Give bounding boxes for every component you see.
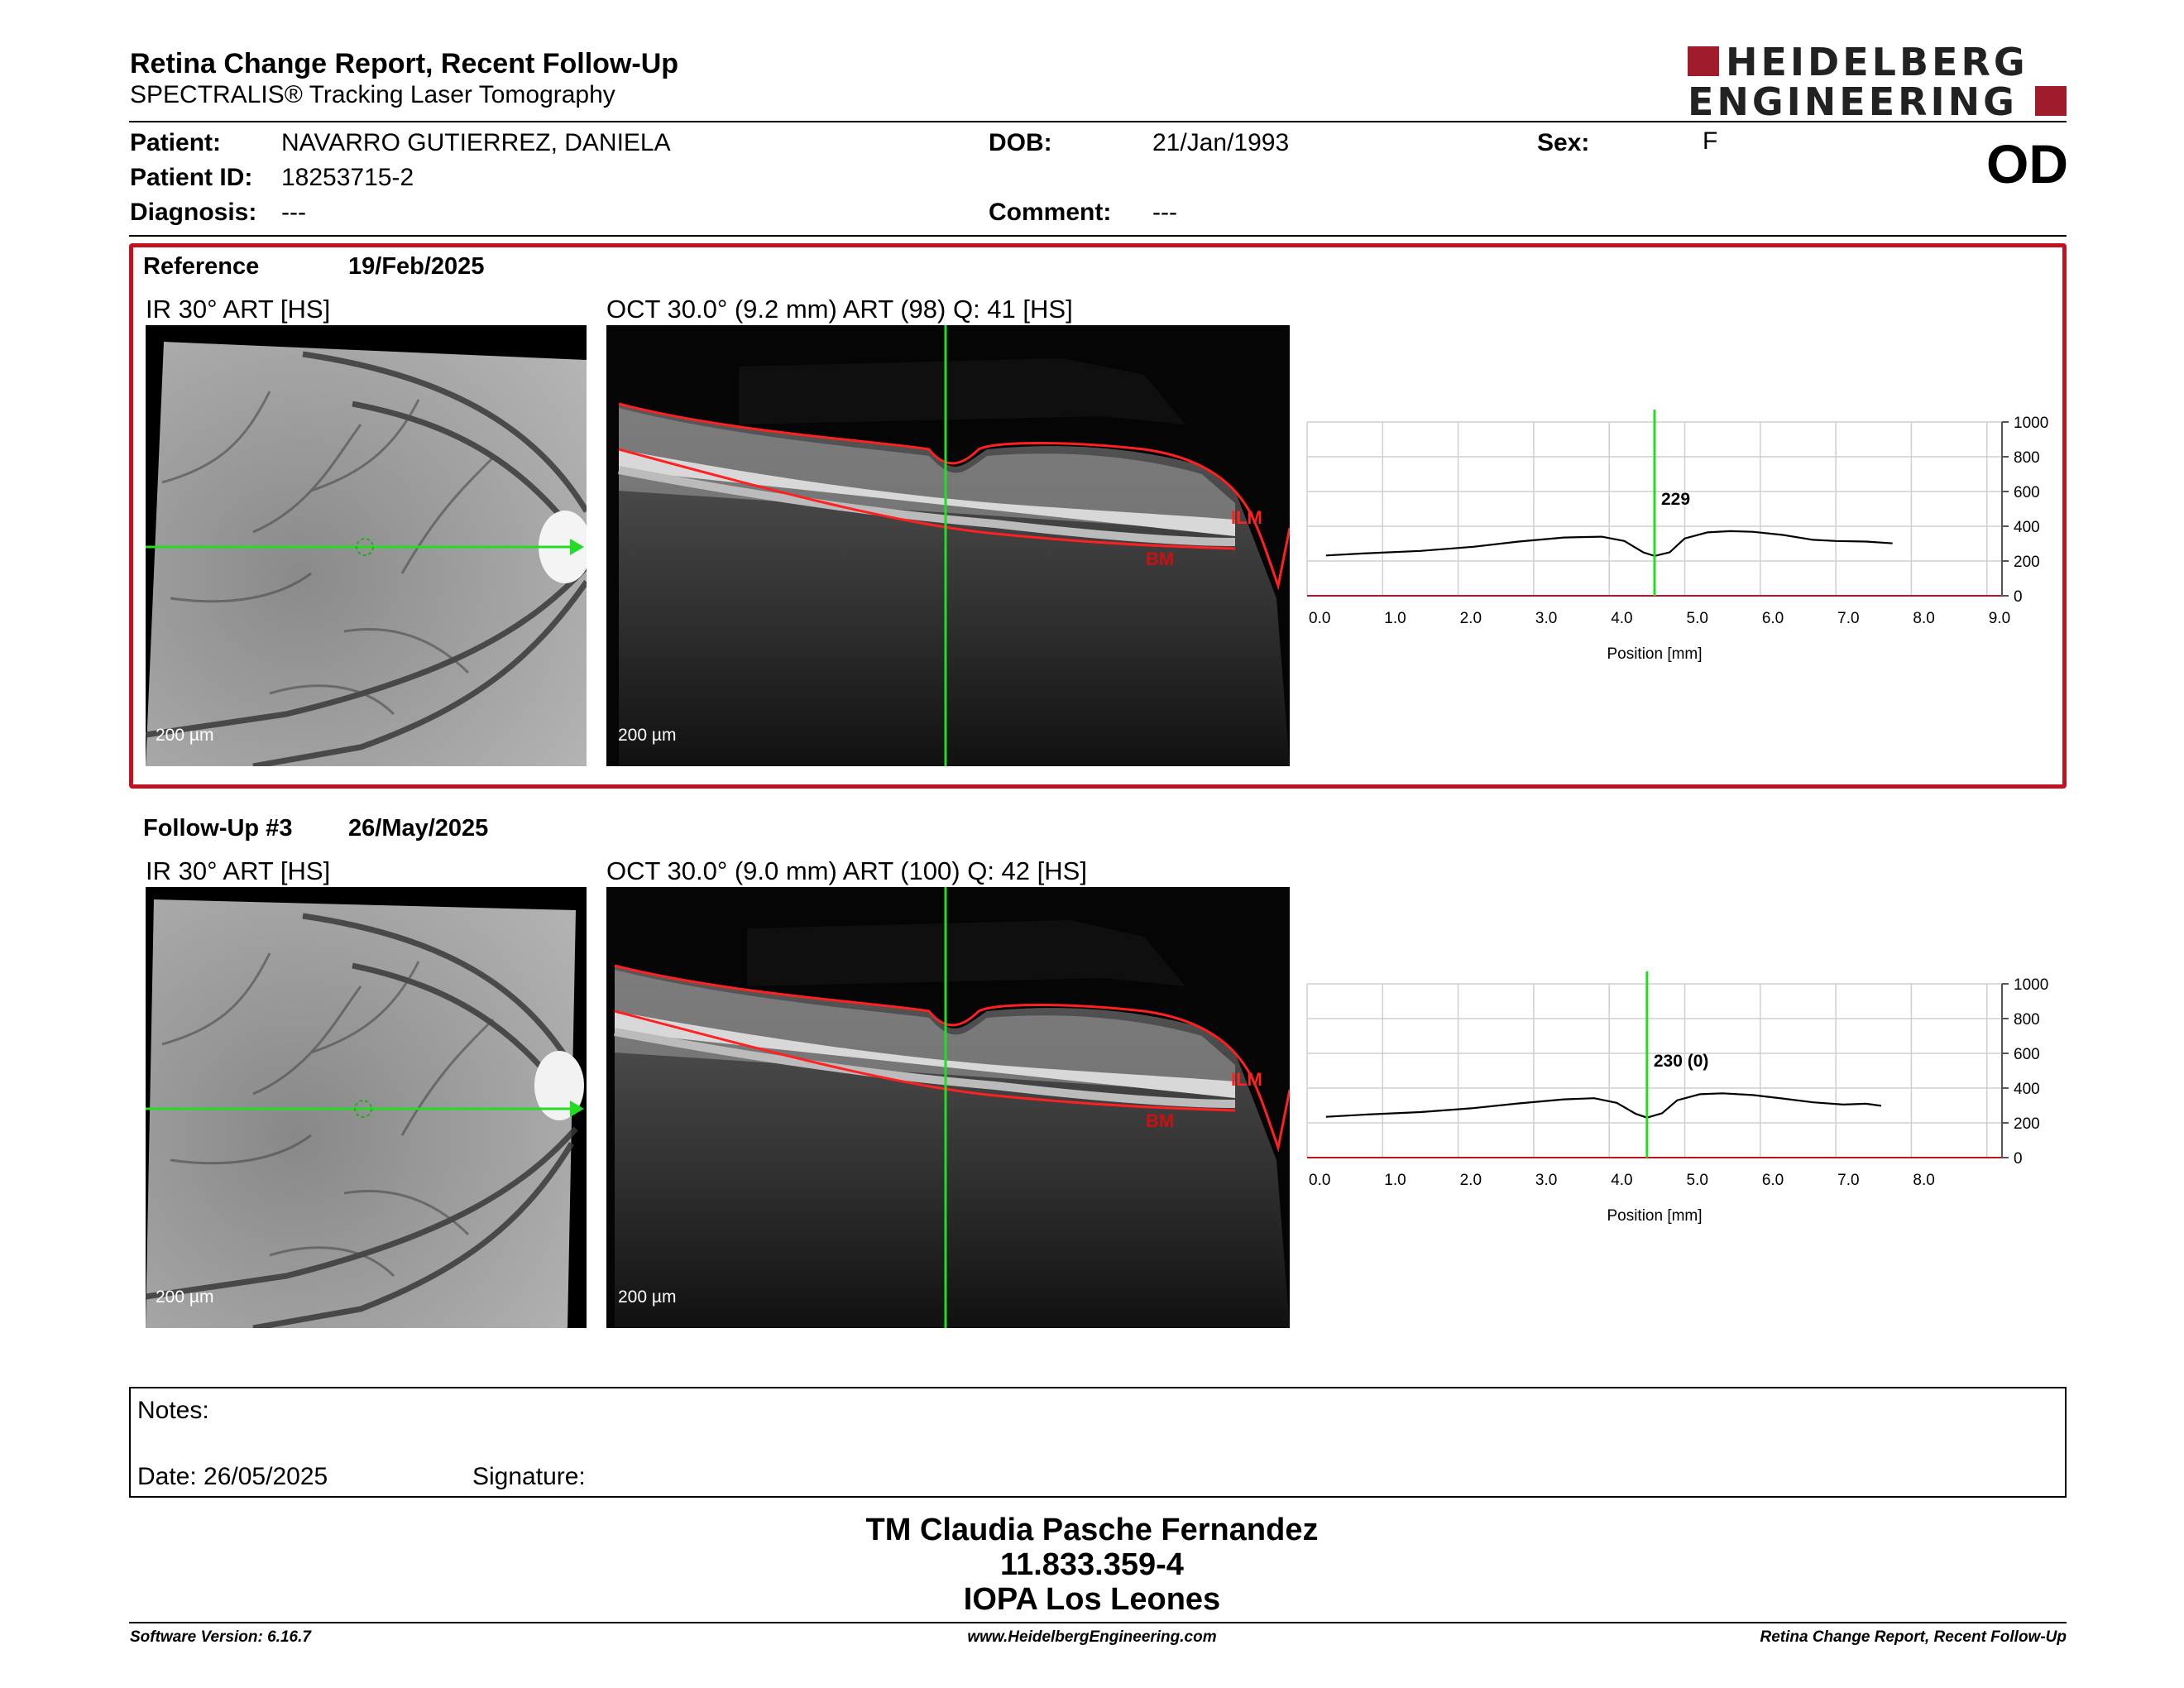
- patient-label: Patient:: [130, 129, 222, 156]
- logo-square-icon-2: [2035, 86, 2067, 116]
- reference-box: [129, 243, 2067, 789]
- report-subtitle: SPECTRALIS® Tracking Laser Tomography: [130, 81, 615, 108]
- thickness-series-line: [1325, 1092, 1882, 1119]
- notes-label: Notes:: [137, 1397, 209, 1424]
- patient-name: NAVARRO GUTIERREZ, DANIELA: [281, 129, 671, 156]
- x-tick-label: 7.0: [1837, 1172, 1859, 1189]
- followup-oct-image[interactable]: ILM BM 200 µm: [606, 887, 1290, 1328]
- reference-date: 19/Feb/2025: [348, 253, 485, 280]
- x-tick-label: 1.0: [1384, 610, 1406, 627]
- followup-oct-scalebar: 200 µm: [618, 1288, 677, 1307]
- x-tick-label: 6.0: [1762, 1172, 1784, 1189]
- followup-ir-scalebar: 200 µm: [156, 1288, 214, 1307]
- followup-ilm-label: ILM: [1231, 1069, 1262, 1090]
- x-tick-label: 9.0: [1989, 610, 2010, 627]
- reference-ir-label: IR 30° ART [HS]: [146, 295, 331, 324]
- thickness-series-line: [1325, 530, 1893, 558]
- reference-oct-image[interactable]: ILM BM 200 µm: [606, 325, 1290, 766]
- x-tick-label: 4.0: [1611, 1172, 1632, 1189]
- footer-divider: [129, 1622, 2067, 1623]
- comment-value: ---: [1152, 199, 1177, 226]
- marker-value-label: 229: [1661, 490, 1690, 509]
- y-tick-label: 800: [2014, 1011, 2040, 1029]
- patient-id-label: Patient ID:: [130, 164, 253, 191]
- chart-grid: [1306, 983, 2002, 1158]
- x-tick-label: 7.0: [1837, 610, 1859, 627]
- header-divider: [129, 121, 2067, 122]
- followup-oct-label: OCT 30.0° (9.0 mm) ART (100) Q: 42 [HS]: [606, 856, 1087, 885]
- info-divider: [129, 235, 2067, 237]
- x-tick-label: 6.0: [1762, 610, 1784, 627]
- notes-box[interactable]: Notes: Date: 26/05/2025 Signature:: [129, 1387, 2067, 1498]
- signature-label: Signature:: [472, 1463, 586, 1490]
- y-tick-label: 0: [2014, 1150, 2023, 1168]
- sex-value: F: [1703, 127, 1718, 155]
- report-title: Retina Change Report, Recent Follow-Up: [130, 48, 679, 79]
- marker-value-label: 230 (0): [1654, 1052, 1709, 1071]
- dob-label: DOB:: [989, 129, 1052, 156]
- y-tick-label: 600: [2014, 1046, 2040, 1063]
- x-tick-label: 5.0: [1687, 1172, 1708, 1189]
- x-tick-label: 8.0: [1913, 1172, 1934, 1189]
- logo-line1: HEIDELBERG: [1726, 40, 2028, 84]
- followup-ir-label: IR 30° ART [HS]: [146, 856, 331, 885]
- followup-thickness-chart: 0 200 400 600 800 1000 0.0 1.0 2.0 3.0 4.0 5.0 6.0 7.…: [1306, 971, 2048, 1225]
- y-tick-label: 200: [2014, 1115, 2040, 1133]
- reference-ilm-label: ILM: [1231, 507, 1262, 528]
- y-tick-label: 200: [2014, 554, 2040, 571]
- dob-value: 21/Jan/1993: [1152, 129, 1290, 156]
- website-link[interactable]: www.HeidelbergEngineering.com: [967, 1628, 1217, 1646]
- reference-bm-label: BM: [1146, 549, 1174, 569]
- followup-bm-label: BM: [1146, 1110, 1174, 1131]
- followup-label: Follow-Up #3: [143, 815, 293, 842]
- x-tick-label: 5.0: [1687, 610, 1708, 627]
- reference-label: Reference: [143, 253, 260, 280]
- logo-line2: ENGINEERING: [1688, 79, 2018, 124]
- followup-date: 26/May/2025: [348, 815, 489, 842]
- reference-ir-scalebar: 200 µm: [156, 726, 214, 745]
- y-tick-label: 400: [2014, 1081, 2040, 1098]
- x-axis-label: Position [mm]: [1607, 645, 1702, 663]
- y-tick-label: 1000: [2014, 976, 2048, 994]
- x-tick-label: 3.0: [1535, 610, 1557, 627]
- footer-report-name: Retina Change Report, Recent Follow-Up: [1760, 1628, 2067, 1646]
- signer-name: TM Claudia Pasche Fernandez: [865, 1513, 1319, 1547]
- heidelberg-logo: HEIDELBERG ENGINEERING: [1688, 40, 2068, 124]
- reference-oct-scalebar: 200 µm: [618, 726, 677, 745]
- signer-institution: IOPA Los Leones: [963, 1582, 1221, 1617]
- y-tick-label: 800: [2014, 449, 2040, 467]
- x-tick-label: 2.0: [1460, 610, 1482, 627]
- x-tick-label: 1.0: [1384, 1172, 1406, 1189]
- x-tick-label: 0.0: [1309, 610, 1330, 627]
- software-version: Software Version: 6.16.7: [130, 1628, 311, 1646]
- y-tick-label: 400: [2014, 519, 2040, 536]
- x-axis-label: Position [mm]: [1607, 1207, 1702, 1225]
- y-tick-label: 1000: [2014, 415, 2048, 432]
- notes-date: Date: 26/05/2025: [137, 1463, 328, 1490]
- comment-label: Comment:: [989, 199, 1112, 226]
- x-tick-label: 0.0: [1309, 1172, 1330, 1189]
- y-tick-label: 0: [2014, 588, 2023, 606]
- x-tick-label: 3.0: [1535, 1172, 1557, 1189]
- reference-ir-image[interactable]: 200 µm: [146, 325, 587, 766]
- diagnosis-label: Diagnosis:: [130, 199, 257, 226]
- diagnosis-value: ---: [281, 199, 306, 226]
- followup-ir-image[interactable]: 200 µm: [146, 887, 587, 1328]
- x-tick-label: 8.0: [1913, 610, 1934, 627]
- reference-thickness-chart: 0 200 400 600 800 1000 0.0 1.0 2.0 3.0 4.0 5.0 6.0 7.…: [1306, 410, 2048, 663]
- sex-label: Sex:: [1537, 129, 1590, 156]
- x-tick-label: 4.0: [1611, 610, 1632, 627]
- eye-indicator: OD: [1986, 133, 2068, 194]
- signer-id: 11.833.359-4: [1000, 1547, 1184, 1582]
- patient-id: 18253715-2: [281, 164, 414, 191]
- reference-oct-label: OCT 30.0° (9.2 mm) ART (98) Q: 41 [HS]: [606, 295, 1073, 324]
- x-tick-label: 2.0: [1460, 1172, 1482, 1189]
- logo-square-icon: [1688, 46, 1719, 76]
- y-tick-label: 600: [2014, 484, 2040, 501]
